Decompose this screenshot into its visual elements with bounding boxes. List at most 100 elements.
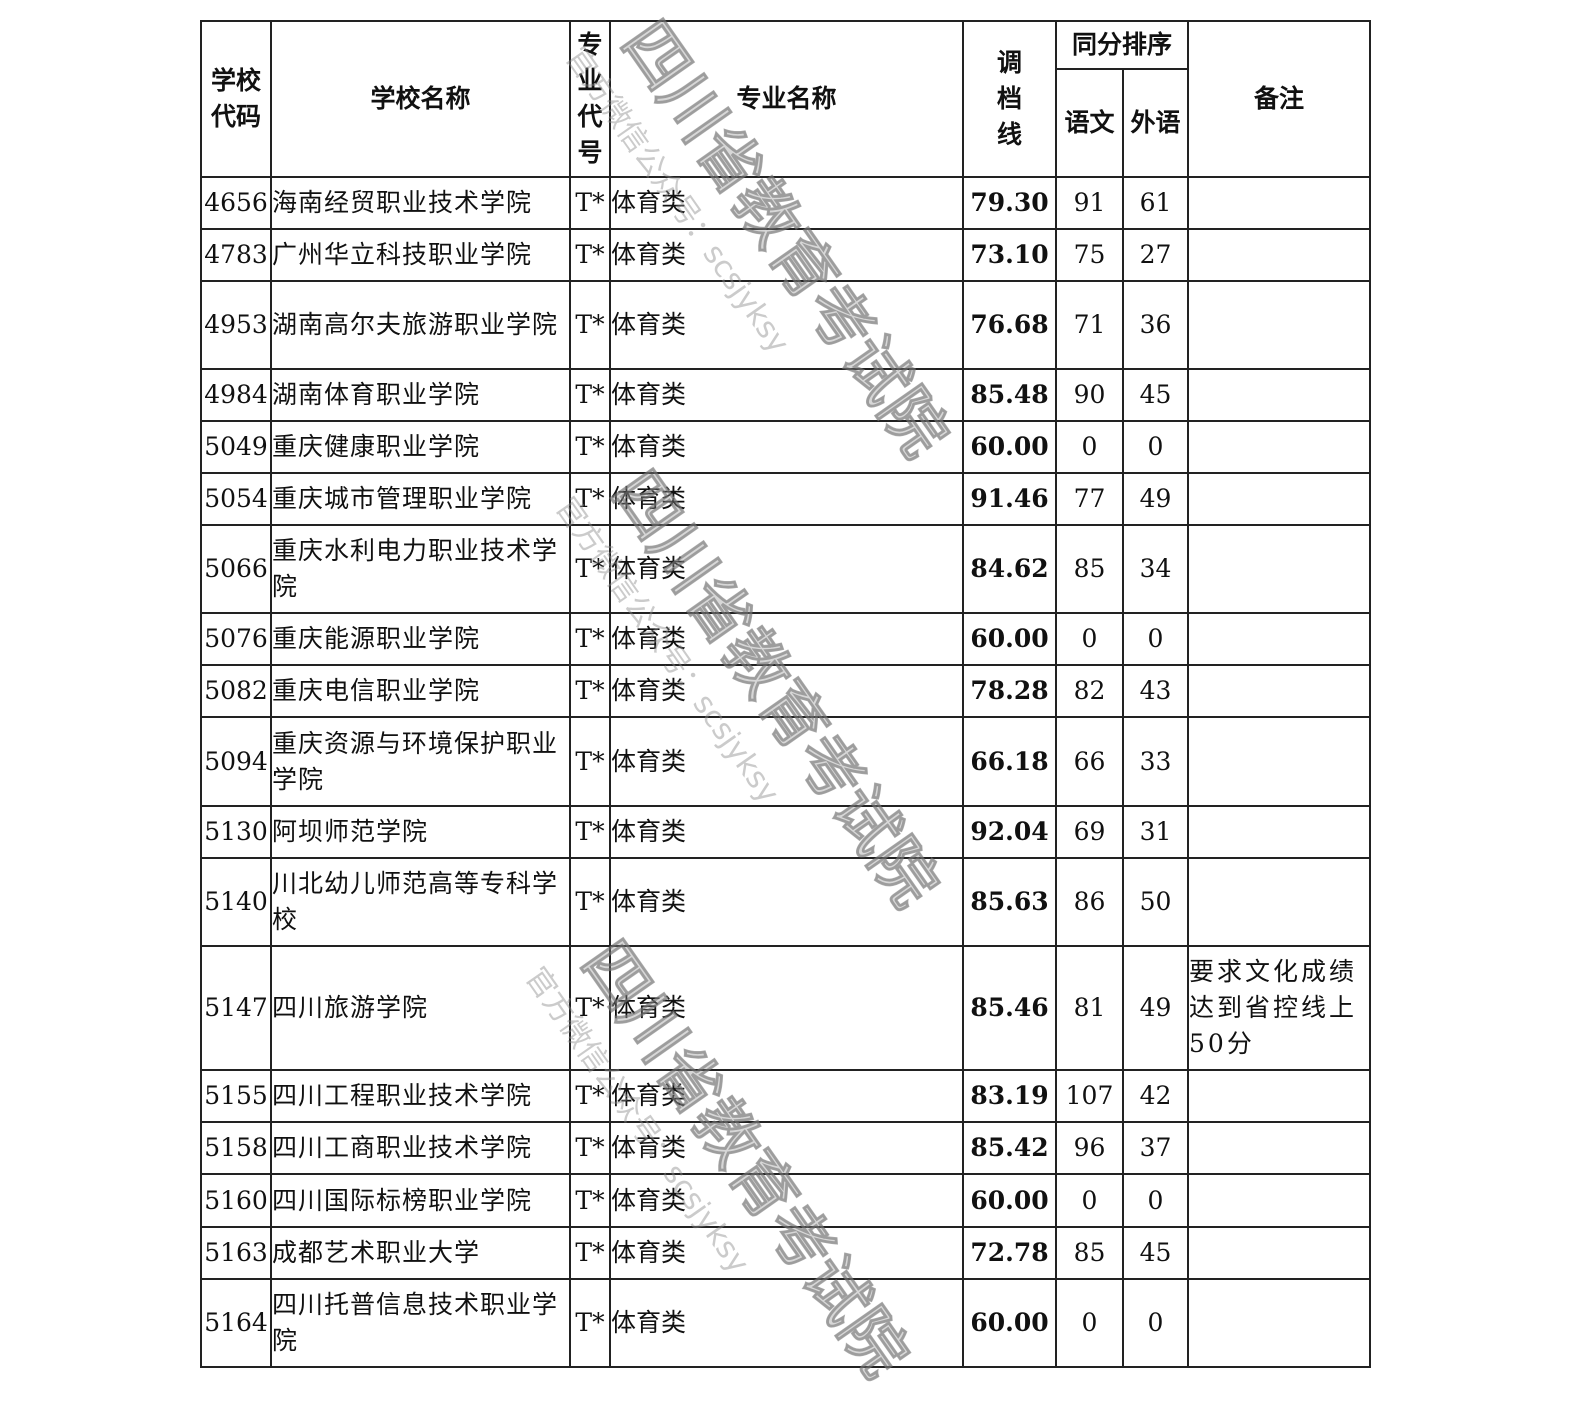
table-row: 4953 湖南高尔夫旅游职业学院 T* 体育类 76.68 71 36 (200, 280, 1372, 370)
header-foreign: 外语 (1121, 68, 1190, 178)
cell-foreign-rank: 45 (1121, 368, 1190, 422)
cell-chinese-rank: 90 (1055, 368, 1124, 422)
cell-chinese-rank: 86 (1055, 857, 1124, 947)
cell-major-code: T* (569, 176, 611, 230)
cell-cutoff-line: 85.46 (962, 945, 1057, 1071)
cell-note (1187, 1069, 1372, 1123)
cell-school-code: 5163 (200, 1226, 272, 1280)
cell-school-code: 5164 (200, 1278, 272, 1368)
cell-cutoff-line: 85.48 (962, 368, 1057, 422)
cell-note (1187, 368, 1372, 422)
table-row: 5130 阿坝师范学院 T* 体育类 92.04 69 31 (200, 805, 1372, 859)
cell-school-name: 重庆资源与环境保护职业学院 (270, 716, 571, 807)
cell-major-code: T* (569, 228, 611, 282)
cell-school-code: 4984 (200, 368, 272, 422)
cell-foreign-rank: 45 (1121, 1226, 1190, 1280)
cell-chinese-rank: 0 (1055, 420, 1124, 474)
cell-major-code: T* (569, 1069, 611, 1123)
cell-major-name: 体育类 (609, 805, 964, 859)
table-row: 5140 川北幼儿师范高等专科学校 T* 体育类 85.63 86 50 (200, 857, 1372, 947)
cell-note (1187, 176, 1372, 230)
cell-major-code: T* (569, 1121, 611, 1175)
cell-school-code: 5130 (200, 805, 272, 859)
cell-major-code: T* (569, 945, 611, 1071)
cell-school-code: 5076 (200, 612, 272, 666)
cell-chinese-rank: 81 (1055, 945, 1124, 1071)
table-row: 5147 四川旅游学院 T* 体育类 85.46 81 49 要求文化成绩达到省控线上50分 (200, 945, 1372, 1071)
table-row: 4783 广州华立科技职业学院 T* 体育类 73.10 75 27 (200, 228, 1372, 282)
cell-foreign-rank: 0 (1121, 1278, 1190, 1368)
cell-major-name: 体育类 (609, 1173, 964, 1228)
cell-school-code: 5160 (200, 1173, 272, 1228)
cell-foreign-rank: 0 (1121, 1173, 1190, 1228)
cell-major-code: T* (569, 472, 611, 526)
cell-chinese-rank: 75 (1055, 228, 1124, 282)
cell-major-code: T* (569, 857, 611, 947)
cell-school-name: 四川工程职业技术学院 (270, 1069, 571, 1123)
cell-school-code: 5049 (200, 420, 272, 474)
header-chinese: 语文 (1055, 68, 1124, 178)
cell-major-name: 体育类 (609, 1069, 964, 1123)
cell-school-name: 重庆能源职业学院 (270, 612, 571, 666)
header-school-code: 学校代码 (200, 20, 272, 178)
cell-school-name: 重庆城市管理职业学院 (270, 472, 571, 526)
cell-foreign-rank: 49 (1121, 945, 1190, 1071)
header-major-code: 专业代号 (569, 20, 611, 178)
cell-chinese-rank: 66 (1055, 716, 1124, 807)
cell-major-name: 体育类 (609, 1278, 964, 1368)
cell-major-code: T* (569, 1226, 611, 1280)
header-major-name: 专业名称 (609, 20, 964, 178)
cell-major-code: T* (569, 664, 611, 718)
cell-chinese-rank: 85 (1055, 524, 1124, 614)
cell-foreign-rank: 0 (1121, 612, 1190, 666)
table-row: 5164 四川托普信息技术职业学院 T* 体育类 60.00 0 0 (200, 1278, 1372, 1368)
cell-chinese-rank: 0 (1055, 612, 1124, 666)
cell-major-code: T* (569, 1173, 611, 1228)
cell-cutoff-line: 92.04 (962, 805, 1057, 859)
cell-school-name: 重庆水利电力职业技术学院 (270, 524, 571, 614)
cell-note (1187, 1226, 1372, 1280)
cell-cutoff-line: 79.30 (962, 176, 1057, 230)
cell-major-name: 体育类 (609, 1121, 964, 1175)
cell-foreign-rank: 31 (1121, 805, 1190, 859)
cell-school-code: 4783 (200, 228, 272, 282)
cell-major-code: T* (569, 368, 611, 422)
header-school-code-label: 学校代码 (211, 66, 262, 131)
cell-school-name: 四川工商职业技术学院 (270, 1121, 571, 1175)
cell-major-name: 体育类 (609, 420, 964, 474)
cell-note (1187, 472, 1372, 526)
cell-school-name: 湖南高尔夫旅游职业学院 (270, 280, 571, 370)
cell-school-code: 4953 (200, 280, 272, 370)
cell-cutoff-line: 60.00 (962, 1278, 1057, 1368)
cell-note (1187, 228, 1372, 282)
cell-school-code: 5140 (200, 857, 272, 947)
cell-major-name: 体育类 (609, 664, 964, 718)
cell-major-name: 体育类 (609, 945, 964, 1071)
cell-school-code: 5147 (200, 945, 272, 1071)
cell-foreign-rank: 34 (1121, 524, 1190, 614)
cell-school-code: 4656 (200, 176, 272, 230)
cell-chinese-rank: 77 (1055, 472, 1124, 526)
cell-school-name: 重庆健康职业学院 (270, 420, 571, 474)
cell-major-name: 体育类 (609, 524, 964, 614)
table-row: 4984 湖南体育职业学院 T* 体育类 85.48 90 45 (200, 368, 1372, 422)
cell-chinese-rank: 91 (1055, 176, 1124, 230)
cell-major-name: 体育类 (609, 716, 964, 807)
cell-note (1187, 857, 1372, 947)
cell-note (1187, 1121, 1372, 1175)
header-cutoff: 调档线 (962, 20, 1057, 178)
cell-cutoff-line: 83.19 (962, 1069, 1057, 1123)
cell-foreign-rank: 61 (1121, 176, 1190, 230)
table-row: 5160 四川国际标榜职业学院 T* 体育类 60.00 0 0 (200, 1173, 1372, 1228)
cell-chinese-rank: 0 (1055, 1278, 1124, 1368)
cell-cutoff-line: 60.00 (962, 612, 1057, 666)
cell-foreign-rank: 49 (1121, 472, 1190, 526)
cell-chinese-rank: 96 (1055, 1121, 1124, 1175)
cell-major-code: T* (569, 716, 611, 807)
cell-school-code: 5158 (200, 1121, 272, 1175)
cell-note: 要求文化成绩达到省控线上50分 (1187, 945, 1372, 1071)
cell-cutoff-line: 76.68 (962, 280, 1057, 370)
cell-foreign-rank: 36 (1121, 280, 1190, 370)
cell-school-name: 湖南体育职业学院 (270, 368, 571, 422)
table-row: 5076 重庆能源职业学院 T* 体育类 60.00 0 0 (200, 612, 1372, 666)
